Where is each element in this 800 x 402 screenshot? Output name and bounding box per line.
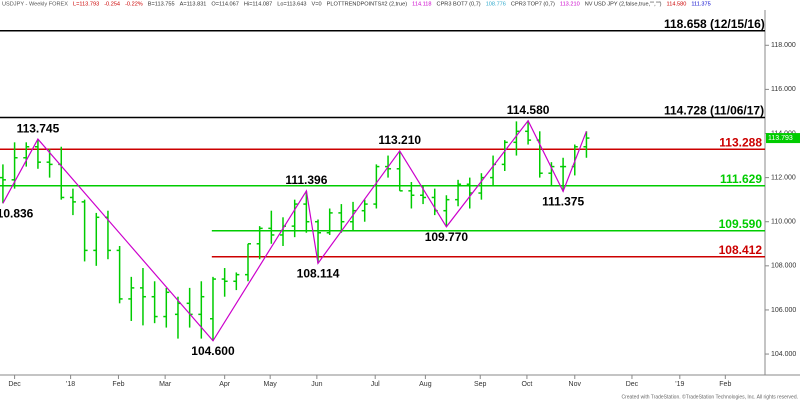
swing-label: 114.580 xyxy=(507,103,550,117)
x-tick-label: May xyxy=(264,381,278,388)
swing-label: 111.375 xyxy=(542,195,584,209)
header-field: V=0 xyxy=(312,1,322,7)
y-tick-label: 116.000 xyxy=(771,86,796,93)
x-tick-label: Feb xyxy=(719,381,731,388)
y-tick-label: 108.000 xyxy=(771,263,796,270)
x-tick-label: Oct xyxy=(521,381,532,388)
header-field: 111.375 xyxy=(691,1,710,7)
header-field: Lo=113.643 xyxy=(277,1,306,7)
swing-label: 110.836 xyxy=(0,206,34,220)
y-tick-label: 104.000 xyxy=(771,351,796,358)
x-tick-label: Jun xyxy=(311,381,322,388)
header-field: 114.580 xyxy=(667,1,687,7)
level-label: 111.629 xyxy=(720,172,762,186)
header-field: B=113.755 xyxy=(148,1,175,7)
trend-line xyxy=(2,119,587,342)
x-tick-label: Nov xyxy=(569,381,582,388)
level-label: 109.590 xyxy=(719,217,763,231)
footer: Created with TradeStation. ©TradeStation… xyxy=(621,393,798,400)
y-tick-label: 118.000 xyxy=(771,42,796,49)
header-field: NV USD JPY (2,false,true,"","") xyxy=(585,1,662,7)
x-tick-label: Mar xyxy=(159,381,172,388)
swing-label: 109.770 xyxy=(425,230,469,244)
header-field: 114.118 xyxy=(412,1,431,7)
header-field: Hi=114.087 xyxy=(244,1,272,7)
x-tick-label: Sep xyxy=(474,381,487,388)
header-field: CPR3 TOP7 (0,7) xyxy=(511,1,555,7)
header-field: -0.254 xyxy=(104,1,120,7)
header-field: 108.776 xyxy=(486,1,506,7)
x-tick-label: Apr xyxy=(219,381,231,388)
header-field: L=113.793 xyxy=(73,1,99,7)
x-tick-label: '19 xyxy=(675,381,684,388)
swing-label: 113.745 xyxy=(17,121,60,135)
level-label: 118.658 (12/15/16) xyxy=(664,17,765,31)
header-field: -0.22% xyxy=(125,1,143,7)
swing-label: 113.210 xyxy=(378,133,421,147)
y-tick-label: 110.000 xyxy=(771,219,796,226)
level-label: 113.288 xyxy=(719,135,762,149)
swing-label: 111.396 xyxy=(285,173,327,187)
x-tick-label: '18 xyxy=(66,381,75,388)
swing-label: 104.600 xyxy=(191,344,235,358)
header-field: USDJPY - Weekly FOREX xyxy=(2,1,68,7)
y-tick-label: 112.000 xyxy=(771,174,796,181)
x-tick-label: Aug xyxy=(419,381,432,388)
level-label: 114.728 (11/06/17) xyxy=(664,104,764,118)
level-label: 108.412 xyxy=(719,243,763,257)
header-field: O=114.067 xyxy=(211,1,238,7)
swing-label: 108.114 xyxy=(297,266,340,280)
header-field: PLOTTRENDPOINTS#2 (2,true) xyxy=(327,1,408,7)
y-tick-label: 106.000 xyxy=(771,307,796,314)
header-field: 113.210 xyxy=(560,1,580,7)
x-tick-label: Feb xyxy=(112,381,124,388)
last-price-tag xyxy=(766,133,800,144)
last-price-label: 113.793 xyxy=(768,135,793,142)
x-tick-label: Dec xyxy=(626,381,639,388)
header-field: CPR3 BOT7 (0,7) xyxy=(437,1,481,7)
header-field: A=113.831 xyxy=(180,1,207,7)
x-tick-label: Jul xyxy=(371,381,380,388)
x-tick-label: Dec xyxy=(8,381,21,388)
